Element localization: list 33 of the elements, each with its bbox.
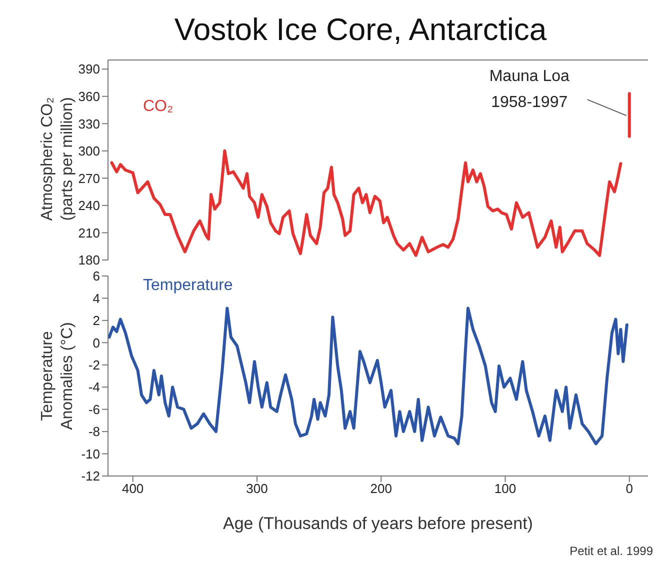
y-tick-label: 180 [78,252,100,268]
y-tick-label: 270 [78,170,100,186]
y-tick-label: -10 [81,446,100,462]
y-tick-label: -12 [81,468,100,484]
series-label: Temperature [143,277,233,294]
y-tick-label: 2 [92,313,100,328]
y-tick-label: 240 [78,198,100,214]
y-tick-label: 0 [92,335,100,350]
y-tick-label: 6 [92,268,100,284]
line-series [110,149,622,257]
y-tick-label: -2 [88,358,100,373]
annotation: Mauna Loa 1958-1997 [488,66,570,113]
x-tick-label: 300 [246,481,268,496]
y-tick-label: 4 [92,290,100,306]
y-tick-label: 360 [78,88,100,104]
y-tick-label: -8 [88,424,100,440]
y-tick-label: 330 [78,116,100,132]
y-tick-label: 210 [78,225,100,240]
y-tick-label: 390 [78,62,100,77]
line-series [108,306,628,446]
x-tick-label: 200 [370,481,392,496]
x-tick-label: 0 [626,481,633,496]
y-axis-title: Temperature Anomalies (°C) [38,321,77,432]
x-axis-title: Age (Thousands of years before present) [222,514,534,534]
y-tick-label: -6 [88,402,100,417]
y-tick-label: 300 [78,144,100,159]
y-tick-label: -4 [88,380,100,395]
text: Petit et al. 1999 [570,544,653,558]
x-tick-label: 400 [122,481,144,496]
x-tick-label: 100 [494,481,516,496]
chart-title: Vostok Ice Core, Antarctica [173,12,548,48]
text: CO₂ [143,98,174,115]
y-axis-title: Atmospheric CO₂ (parts per million) [38,96,77,223]
